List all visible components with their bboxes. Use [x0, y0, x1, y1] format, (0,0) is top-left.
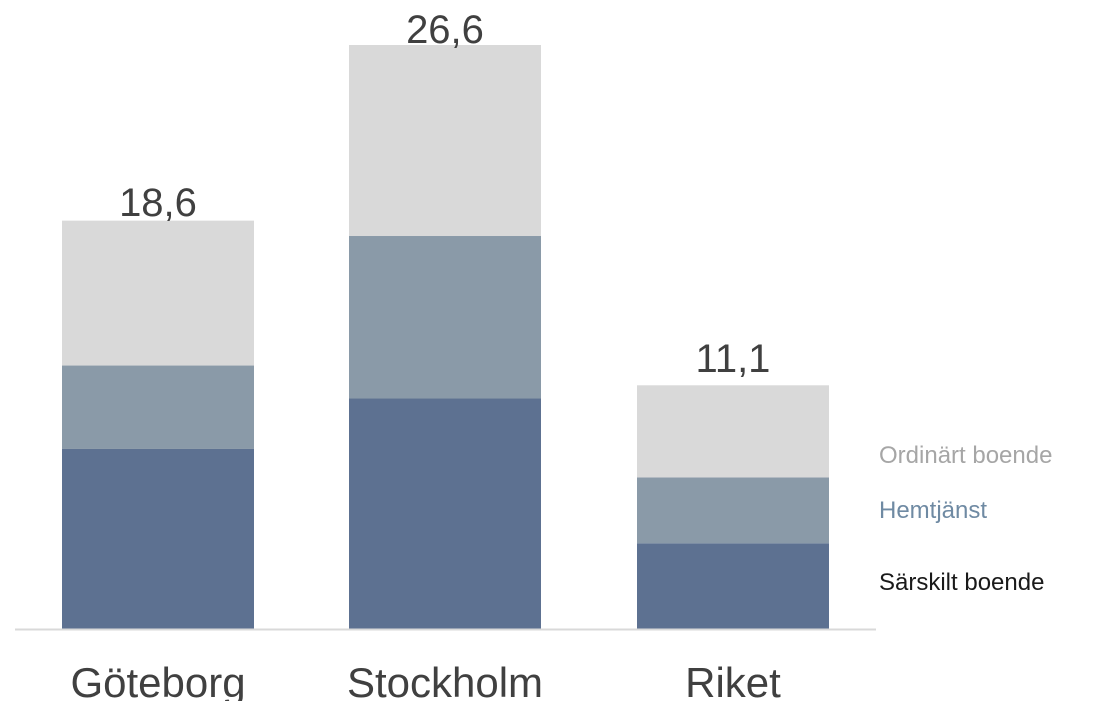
bars-group	[62, 45, 829, 629]
category-label-goteborg: Göteborg	[70, 659, 245, 701]
legend-label-sarskilt-boende: Särskilt boende	[879, 569, 1044, 596]
bar-stockholm-sarskilt-boende	[349, 398, 541, 629]
bar-stockholm-hemtjanst	[349, 236, 541, 399]
bar-stockholm-ordinart-boende	[349, 45, 541, 237]
bar-goteborg-sarskilt-boende	[62, 448, 254, 629]
bar-riket-hemtjanst	[637, 477, 829, 544]
category-label-riket: Riket	[685, 659, 781, 701]
bar-riket-ordinart-boende	[637, 385, 829, 478]
legend-label-hemtjanst: Hemtjänst	[879, 497, 987, 524]
total-label-riket: 11,1	[696, 337, 771, 381]
bar-riket-sarskilt-boende	[637, 543, 829, 629]
category-label-stockholm: Stockholm	[347, 659, 543, 701]
total-label-goteborg: 18,6	[119, 181, 197, 225]
legend-label-ordinart-boende: Ordinärt boende	[879, 442, 1052, 469]
bar-goteborg-hemtjanst	[62, 365, 254, 449]
total-label-stockholm: 26,6	[406, 8, 484, 52]
bar-goteborg-ordinart-boende	[62, 220, 254, 366]
